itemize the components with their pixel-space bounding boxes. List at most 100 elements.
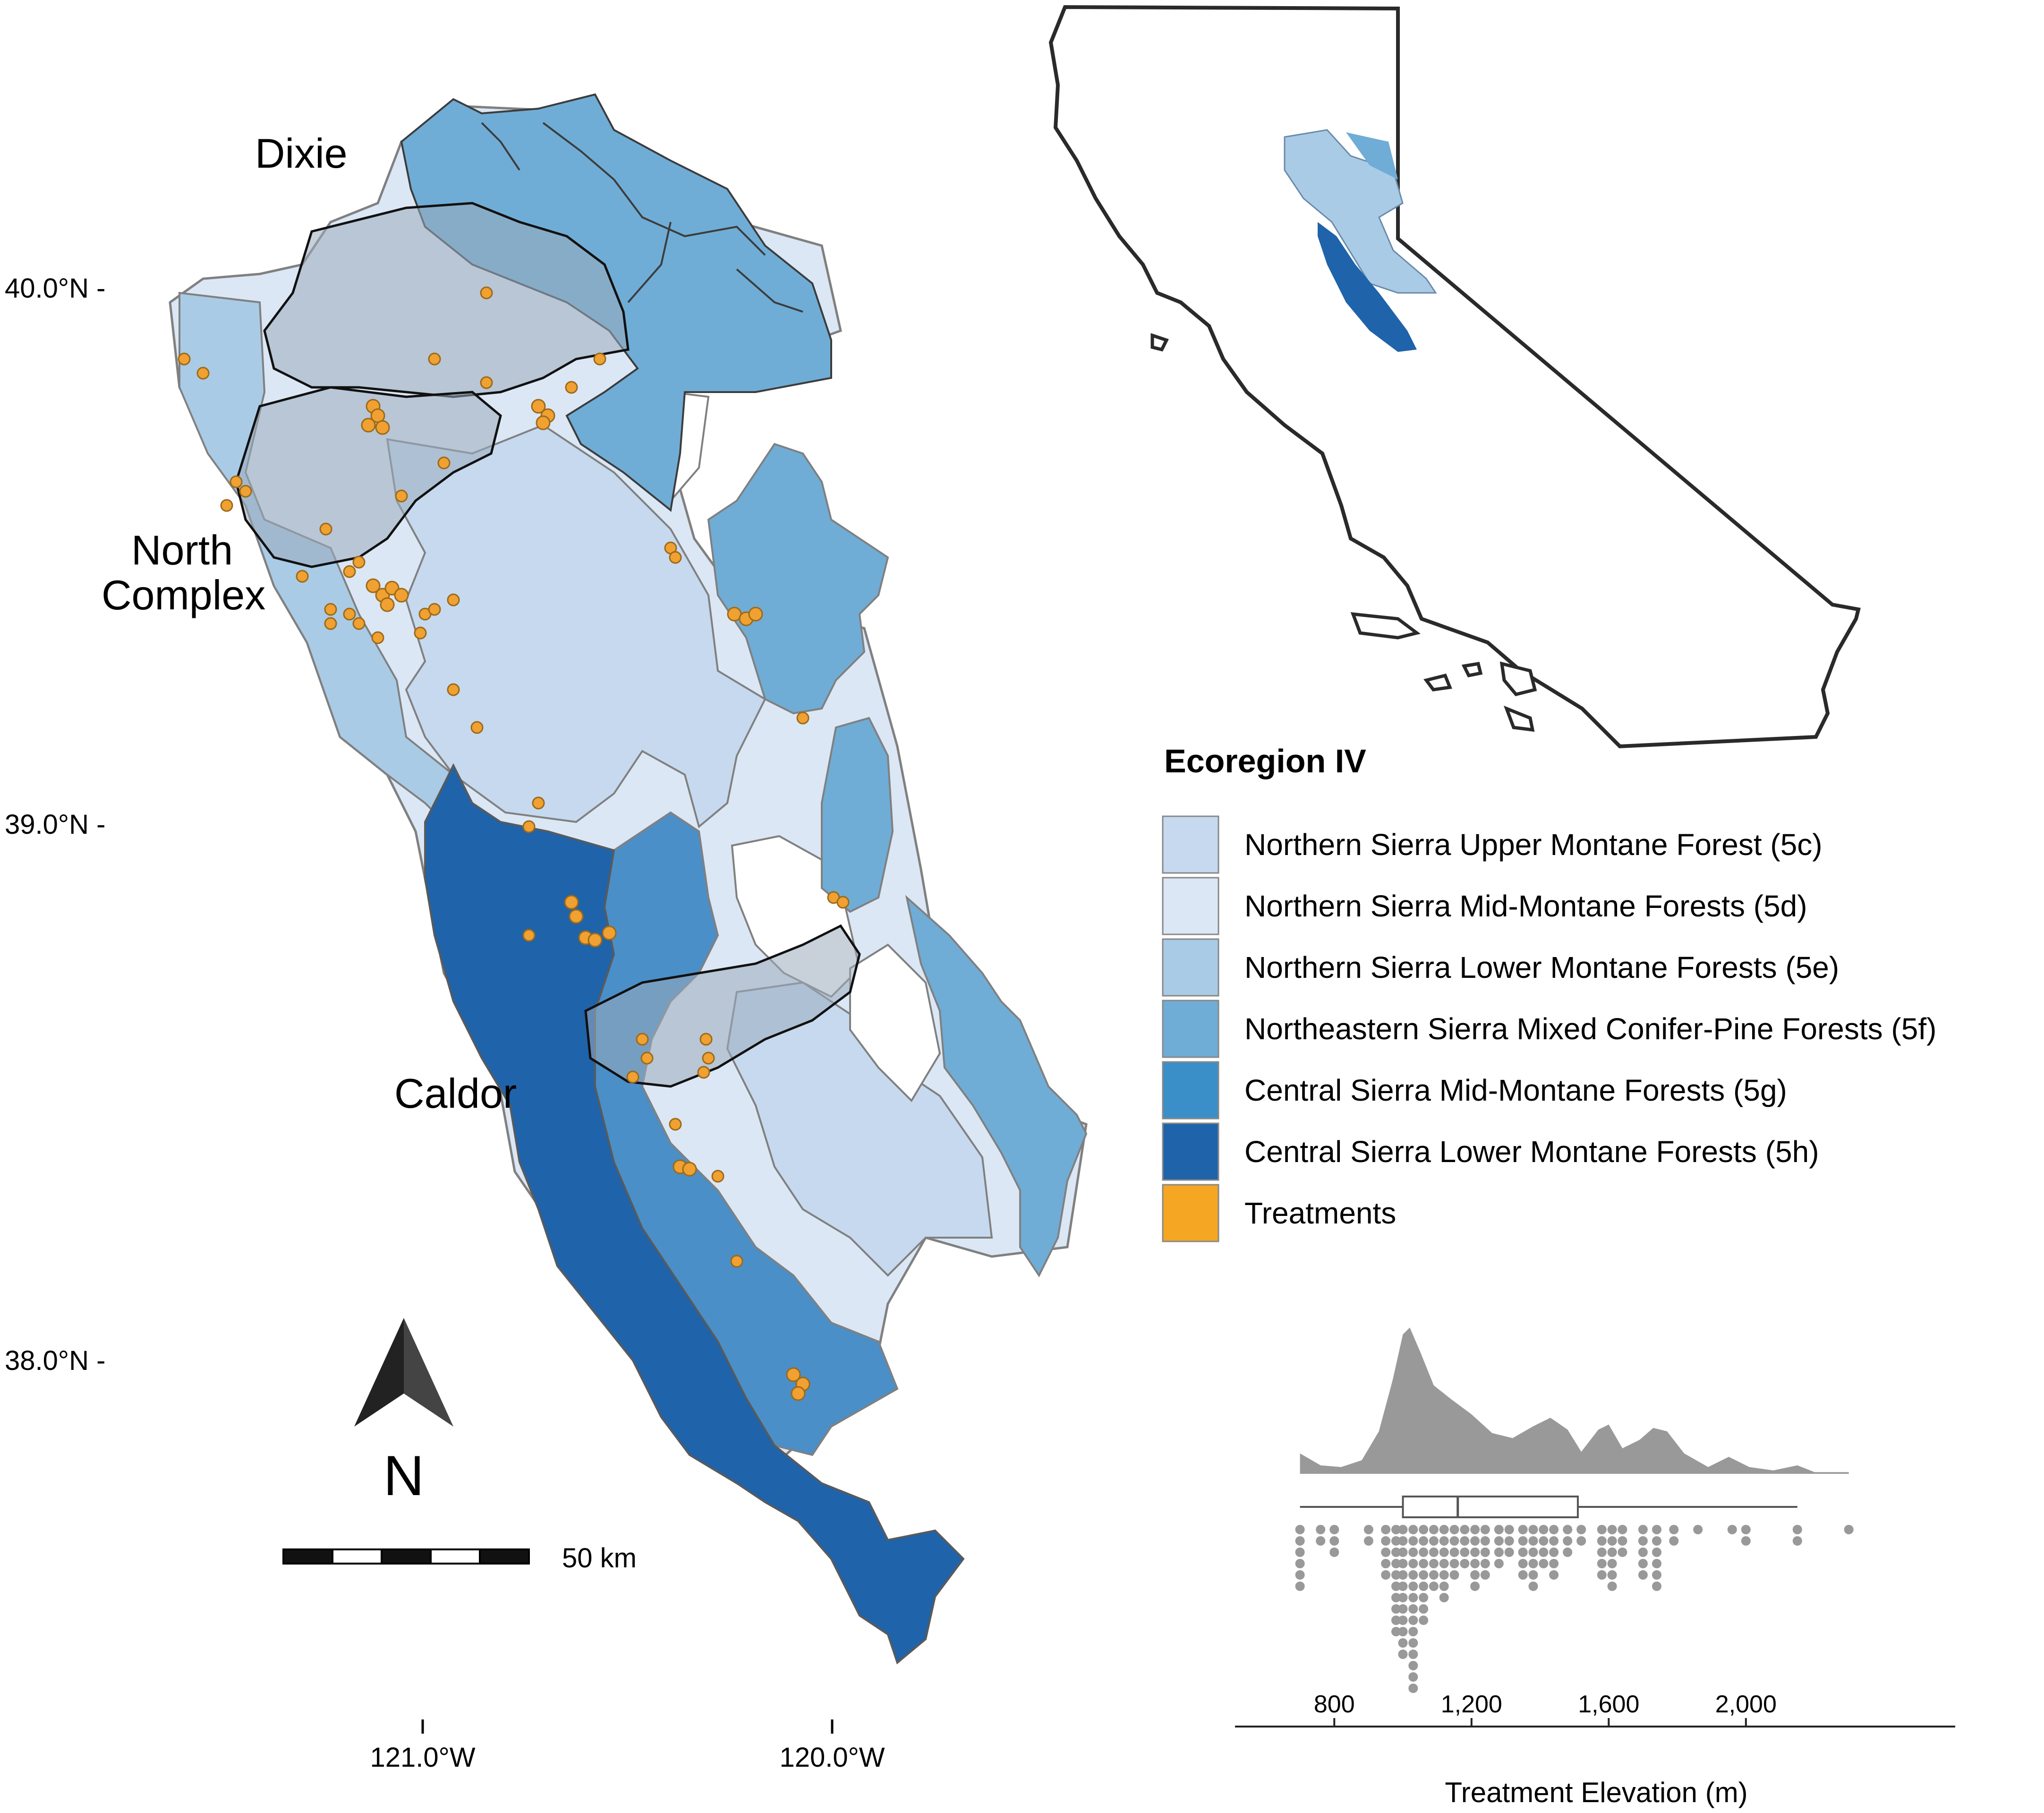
elevation-dot xyxy=(1398,1604,1408,1614)
treatment-point xyxy=(786,1367,801,1382)
treatment-point xyxy=(239,485,252,498)
elevation-dot xyxy=(1419,1536,1429,1546)
treatment-point xyxy=(447,593,460,607)
latitude-tick-label: 38.0°N - xyxy=(5,1345,105,1376)
treatment-point xyxy=(361,418,376,433)
treatment-point xyxy=(702,1052,715,1065)
fire-perimeter-north-complex xyxy=(235,386,502,568)
elevation-dot xyxy=(1549,1536,1559,1546)
legend-swatch xyxy=(1162,1184,1219,1242)
white-inlet xyxy=(849,943,941,1103)
treatment-point xyxy=(730,1255,743,1268)
elevation-dot xyxy=(1419,1604,1429,1614)
subregion-boundary-line xyxy=(481,122,803,313)
treatment-point xyxy=(532,796,545,810)
legend-item: Treatments xyxy=(1162,1184,1396,1242)
elevation-dot xyxy=(1518,1570,1528,1580)
elevation-dot xyxy=(1480,1548,1490,1557)
elevation-dot xyxy=(1408,1616,1418,1625)
legend-label: Northern Sierra Lower Montane Forests (5… xyxy=(1244,950,1839,984)
treatment-points xyxy=(178,286,850,1401)
treatment-point xyxy=(395,489,408,503)
elevation-dot xyxy=(1329,1548,1339,1557)
treatment-point xyxy=(324,617,337,630)
elevation-dot xyxy=(1607,1536,1617,1546)
legend-item: Northern Sierra Lower Montane Forests (5… xyxy=(1162,938,1839,997)
treatment-point xyxy=(324,603,337,616)
elevation-dot xyxy=(1419,1593,1429,1602)
elevation-dot xyxy=(1429,1525,1439,1534)
elevation-dot xyxy=(1693,1525,1703,1534)
legend-item: Central Sierra Mid-Montane Forests (5g) xyxy=(1162,1061,1787,1120)
elevation-dotplot xyxy=(1295,1525,1854,1693)
ecoregion-5f-area xyxy=(905,895,1088,1277)
elevation-dot xyxy=(1295,1525,1305,1534)
legend-title: Ecoregion IV xyxy=(1164,743,1366,779)
elevation-dot xyxy=(1398,1650,1408,1659)
elevation-dot xyxy=(1408,1548,1418,1557)
elevation-dot xyxy=(1391,1593,1401,1602)
scale-bar xyxy=(282,1548,530,1565)
treatment-point xyxy=(748,607,763,622)
elevation-dot xyxy=(1607,1548,1617,1557)
legend-label: Northeastern Sierra Mixed Conifer-Pine F… xyxy=(1244,1012,1936,1046)
elevation-dot xyxy=(1398,1536,1408,1546)
elevation-dot xyxy=(1563,1548,1573,1557)
legend-label: Northern Sierra Mid-Montane Forests (5d) xyxy=(1244,889,1807,923)
treatment-point xyxy=(428,352,441,366)
elevation-dot xyxy=(1652,1582,1661,1591)
elevation-dot xyxy=(1439,1570,1449,1580)
legend-label: Central Sierra Mid-Montane Forests (5g) xyxy=(1244,1073,1787,1107)
elevation-dot xyxy=(1539,1525,1549,1534)
elevation-dot xyxy=(1408,1650,1418,1659)
elevation-dot xyxy=(1470,1548,1480,1557)
elevation-dot xyxy=(1539,1548,1549,1557)
elevation-dot xyxy=(1470,1570,1480,1580)
elevation-dot xyxy=(1408,1661,1418,1670)
elevation-dot xyxy=(1494,1525,1504,1534)
fire-label-north-complex: Complex xyxy=(102,572,265,618)
elevation-dot xyxy=(1528,1525,1538,1534)
longitude-tick-label: 121.0°W xyxy=(370,1742,475,1773)
treatment-point xyxy=(602,925,617,941)
elevation-dot xyxy=(1391,1548,1401,1557)
elevation-dot xyxy=(1429,1536,1439,1546)
boxplot-box xyxy=(1402,1496,1579,1518)
elevation-dot xyxy=(1381,1536,1391,1546)
elevation-dot xyxy=(1419,1548,1429,1557)
elevation-dot xyxy=(1398,1638,1408,1648)
treatment-point xyxy=(414,626,427,640)
elevation-dot xyxy=(1398,1616,1408,1625)
elevation-dot xyxy=(1449,1525,1459,1534)
california-outline xyxy=(1048,5,1861,749)
elevation-dot xyxy=(1295,1570,1305,1580)
x-axis-tick-label: 800 xyxy=(1314,1691,1355,1718)
elevation-dot xyxy=(1652,1570,1661,1580)
elevation-dot xyxy=(1449,1570,1459,1580)
elevation-dot xyxy=(1549,1548,1559,1557)
treatment-point xyxy=(593,352,606,366)
treatment-point xyxy=(682,1162,697,1177)
elevation-dot xyxy=(1504,1548,1514,1557)
treatment-point xyxy=(480,376,493,389)
elevation-dot xyxy=(1494,1548,1504,1557)
treatment-point xyxy=(564,895,579,910)
elevation-dot xyxy=(1669,1536,1679,1546)
treatment-point xyxy=(470,721,484,734)
treatment-point xyxy=(626,1070,639,1084)
elevation-dot xyxy=(1576,1525,1586,1534)
elevation-dot xyxy=(1429,1582,1439,1591)
fire-perimeter-dixie xyxy=(263,202,630,398)
elevation-dot xyxy=(1470,1559,1480,1568)
elevation-dot xyxy=(1480,1570,1490,1580)
elevation-dot xyxy=(1494,1559,1504,1568)
elevation-dot xyxy=(1669,1525,1679,1534)
legend-label: Treatments xyxy=(1244,1196,1396,1230)
elevation-dot xyxy=(1419,1525,1429,1534)
legend-item: Central Sierra Lower Montane Forests (5h… xyxy=(1162,1122,1819,1181)
elevation-dot xyxy=(1460,1536,1470,1546)
elevation-dot xyxy=(1460,1525,1470,1534)
elevation-dot xyxy=(1460,1548,1470,1557)
elevation-dot xyxy=(1391,1582,1401,1591)
elevation-dot xyxy=(1408,1525,1418,1534)
